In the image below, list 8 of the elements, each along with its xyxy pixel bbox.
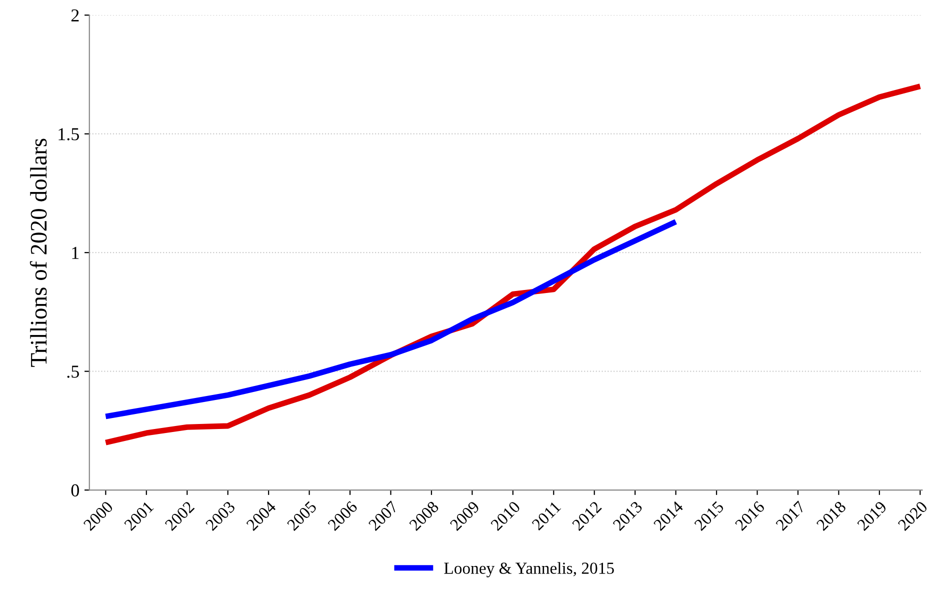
y-axis-title: Trillions of 2020 dollars [30,138,47,367]
y-tick-label: 2 [71,9,79,22]
y-tick-label: 1.5 [58,128,79,140]
x-tick-label: 2011 [531,500,562,531]
y-tick-label: .5 [67,366,79,378]
y-tick-label: 0 [71,484,79,496]
y-tick-label: 1 [72,246,79,259]
legend-label: Looney & Yannelis, 2015 [444,562,614,578]
